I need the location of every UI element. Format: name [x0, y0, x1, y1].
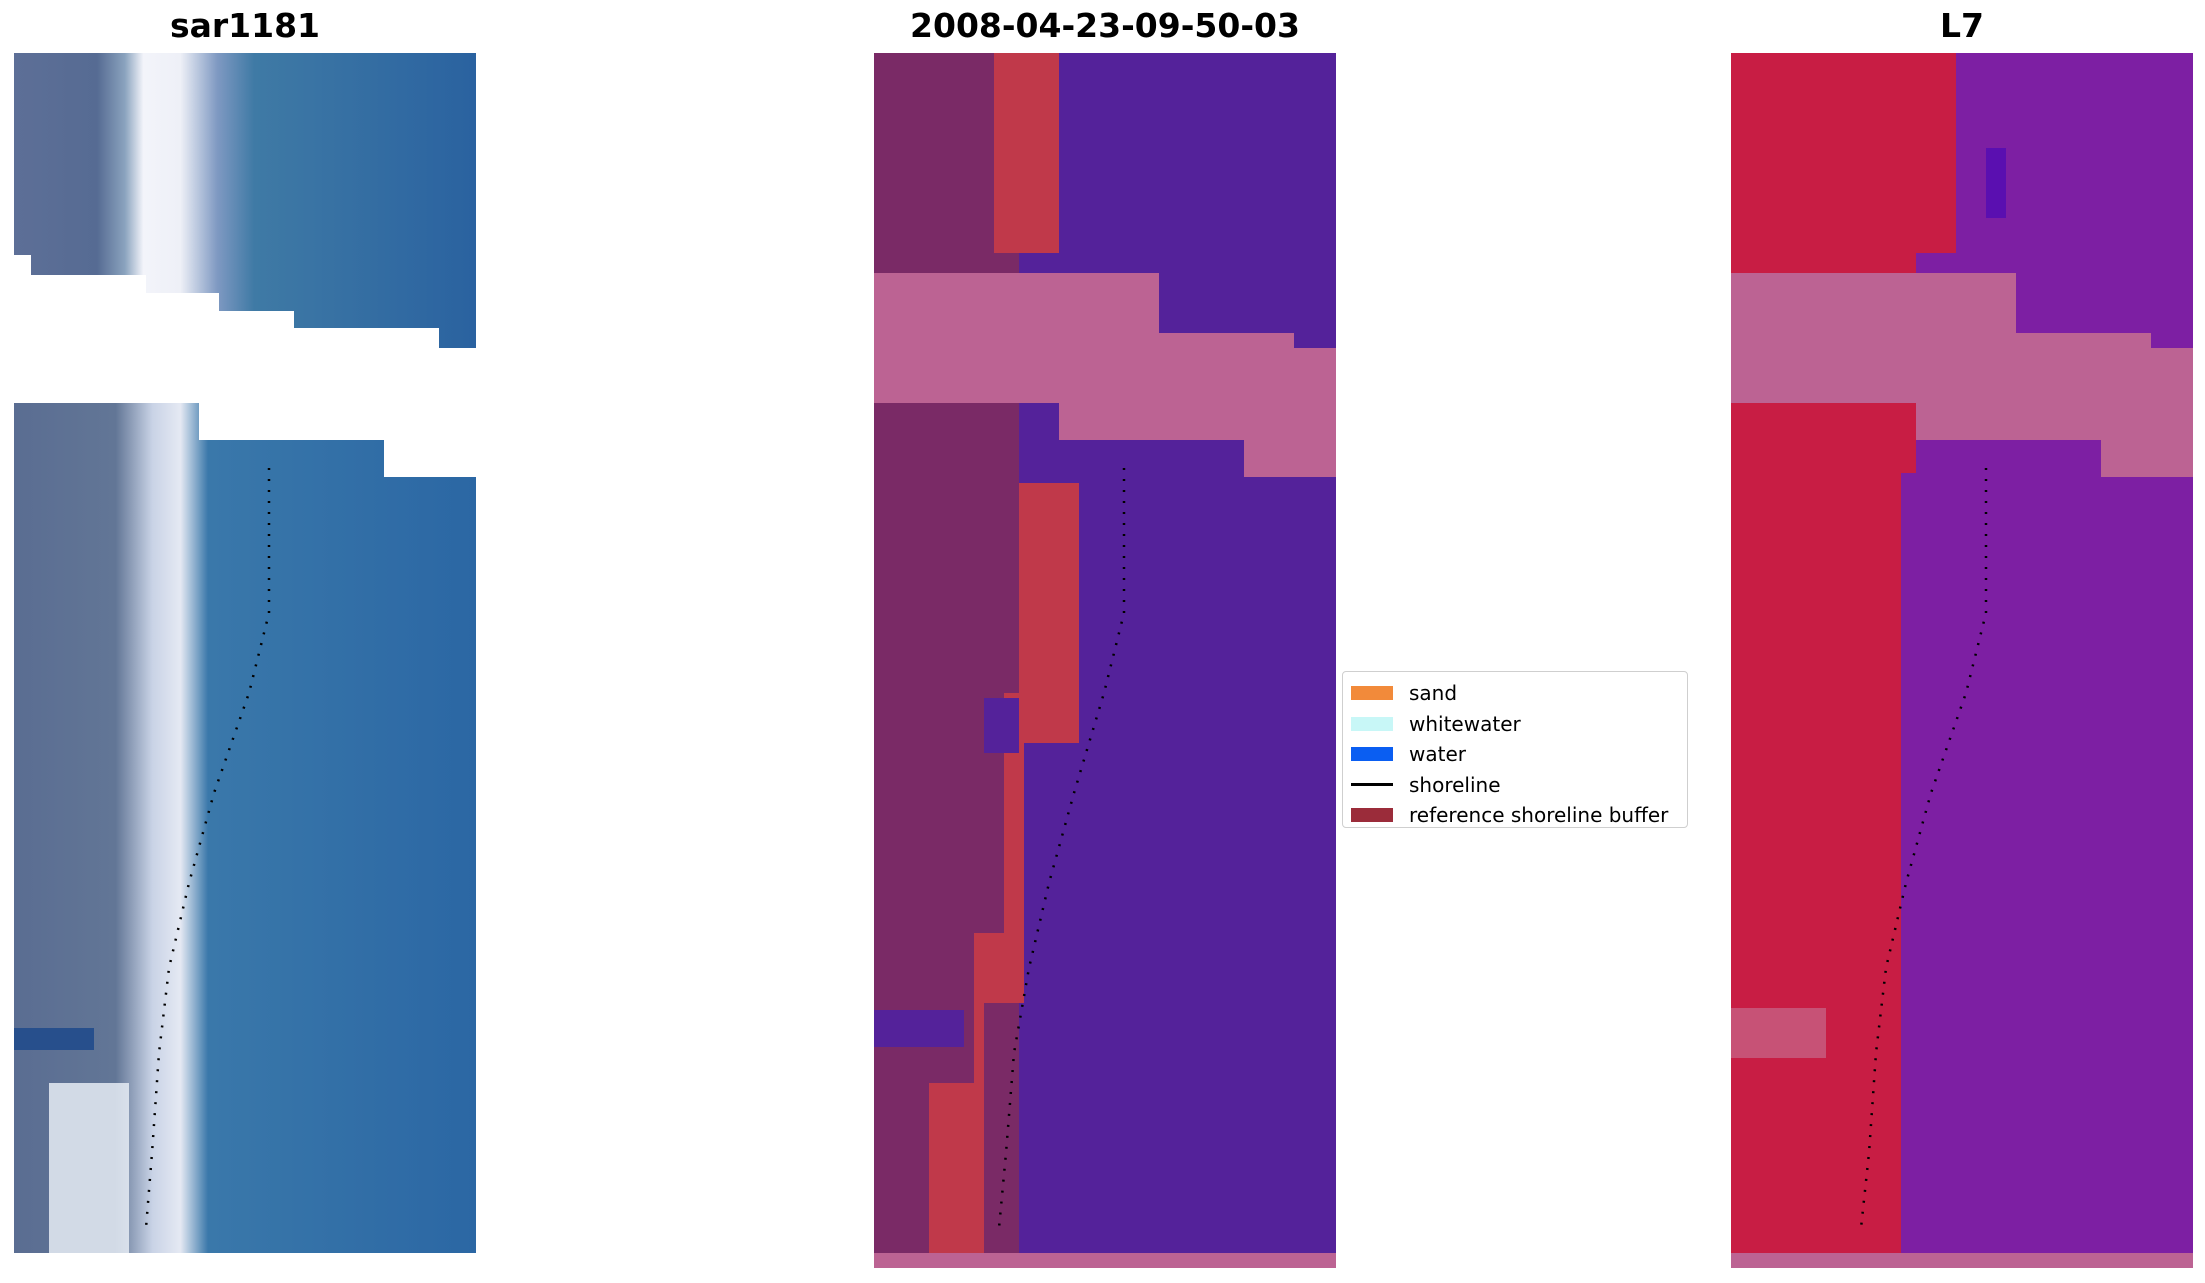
classified-image: [874, 53, 1336, 1268]
legend-label: whitewater: [1409, 711, 1521, 736]
legend-label: water: [1409, 742, 1466, 767]
legend-label: shoreline: [1409, 772, 1501, 797]
index-image: [1731, 53, 2193, 1268]
buffer-upper: [994, 53, 1059, 253]
nodata-band: [1731, 273, 2193, 477]
water-pixel-strip: [874, 1010, 964, 1047]
panel-title-rgb: sar1181: [169, 6, 321, 45]
nodata-band: [874, 273, 1336, 477]
water-pixel-patch: [984, 698, 1019, 753]
rgb-image-panel: [14, 53, 476, 1268]
dark-ocean-pixel: [1986, 148, 2006, 218]
shoreline-line-swatch: [1351, 783, 1393, 787]
legend-label: reference shoreline buffer: [1409, 803, 1669, 828]
legend-label: sand: [1409, 681, 1458, 706]
legend-item-buffer: reference shoreline buffer: [1351, 800, 1687, 831]
dark-pixel-patch: [14, 1028, 94, 1050]
classified-image-panel: [874, 53, 1336, 1268]
index-image-panel: [1731, 53, 2193, 1268]
lower-image-region: [14, 403, 476, 1253]
buffer-lower: [929, 483, 1079, 1253]
legend: sand whitewater water shoreline referenc…: [1342, 671, 1688, 828]
legend-item-shoreline: shoreline: [1351, 770, 1687, 801]
whitewater-swatch: [1351, 716, 1393, 731]
nodata-bottom-strip: [1731, 1253, 2193, 1268]
panel-title-index: L7: [1940, 6, 1984, 45]
bright-sand-patch: [49, 1083, 129, 1253]
nodata-bottom-strip: [874, 1253, 1336, 1268]
buffer-swatch: [1351, 808, 1393, 823]
upper-image-region: [14, 53, 476, 348]
legend-item-sand: sand: [1351, 678, 1687, 709]
water-swatch: [1351, 747, 1393, 762]
rgb-satellite-image: [14, 53, 476, 1268]
legend-item-whitewater: whitewater: [1351, 709, 1687, 740]
panel-title-classified: 2008-04-23-09-50-03: [910, 6, 1300, 45]
land-anomaly-patch: [1731, 1008, 1826, 1058]
legend-item-water: water: [1351, 739, 1687, 770]
sand-swatch: [1351, 686, 1393, 701]
